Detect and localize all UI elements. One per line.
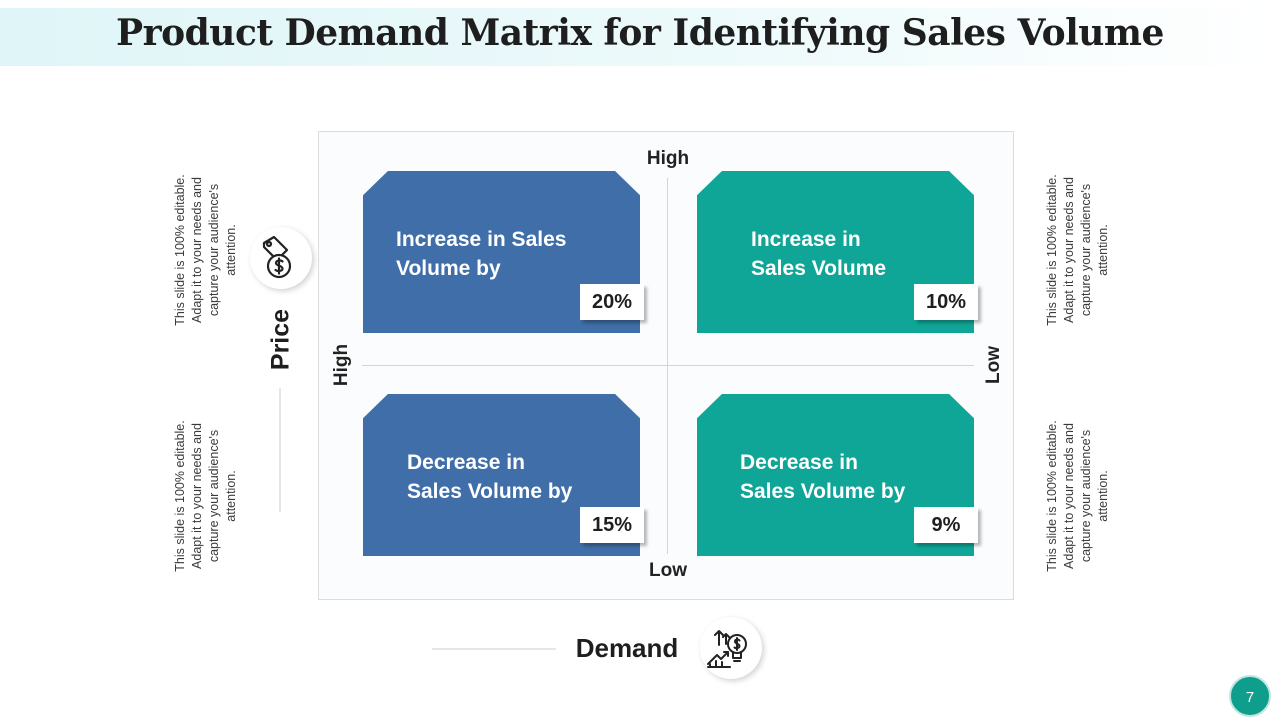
quadrant-top-left-text: Increase in Sales Volume by bbox=[396, 228, 567, 280]
quadrant-bottom-left-text: Decrease in Sales Volume by bbox=[407, 451, 573, 503]
price-icon-circle bbox=[250, 227, 312, 289]
title-band bbox=[0, 8, 1280, 66]
quadrant-bottom-left-value: 15% bbox=[580, 507, 644, 543]
quadrant-top-left-value: 20% bbox=[580, 284, 644, 320]
side-note-right-top: This slide is 100% editable. Adapt it to… bbox=[1045, 174, 1110, 326]
demand-axis-title: Demand bbox=[575, 633, 679, 663]
quadrant-top-right-value: 10% bbox=[914, 284, 978, 320]
axis-label-top: High bbox=[646, 148, 690, 169]
price-tag-dollar-icon bbox=[262, 235, 292, 279]
matrix-horizontal-divider bbox=[362, 365, 974, 366]
demand-divider-line bbox=[432, 648, 556, 650]
side-note-left-top: This slide is 100% editable. Adapt it to… bbox=[173, 174, 238, 326]
demand-icon-circle bbox=[700, 617, 762, 679]
price-divider-line bbox=[279, 388, 281, 512]
slide-title: Product Demand Matrix for Identifying Sa… bbox=[116, 12, 1164, 54]
axis-label-bottom: Low bbox=[649, 560, 687, 581]
page-number-badge: 7 bbox=[1229, 675, 1271, 717]
side-note-right-bottom: This slide is 100% editable. Adapt it to… bbox=[1045, 420, 1110, 572]
quadrant-bottom-right-value: 9% bbox=[914, 507, 978, 543]
price-axis-title: Price bbox=[266, 308, 295, 371]
matrix-vertical-divider bbox=[667, 178, 668, 554]
growth-idea-bulb-icon bbox=[707, 630, 747, 668]
axis-label-left: High bbox=[331, 343, 352, 387]
side-note-left-bottom: This slide is 100% editable. Adapt it to… bbox=[173, 420, 238, 572]
quadrant-top-right-text: Increase in Sales Volume bbox=[751, 228, 887, 280]
quadrant-bottom-right-text: Decrease in Sales Volume by bbox=[740, 451, 906, 503]
axis-label-right: Low bbox=[983, 346, 1004, 384]
